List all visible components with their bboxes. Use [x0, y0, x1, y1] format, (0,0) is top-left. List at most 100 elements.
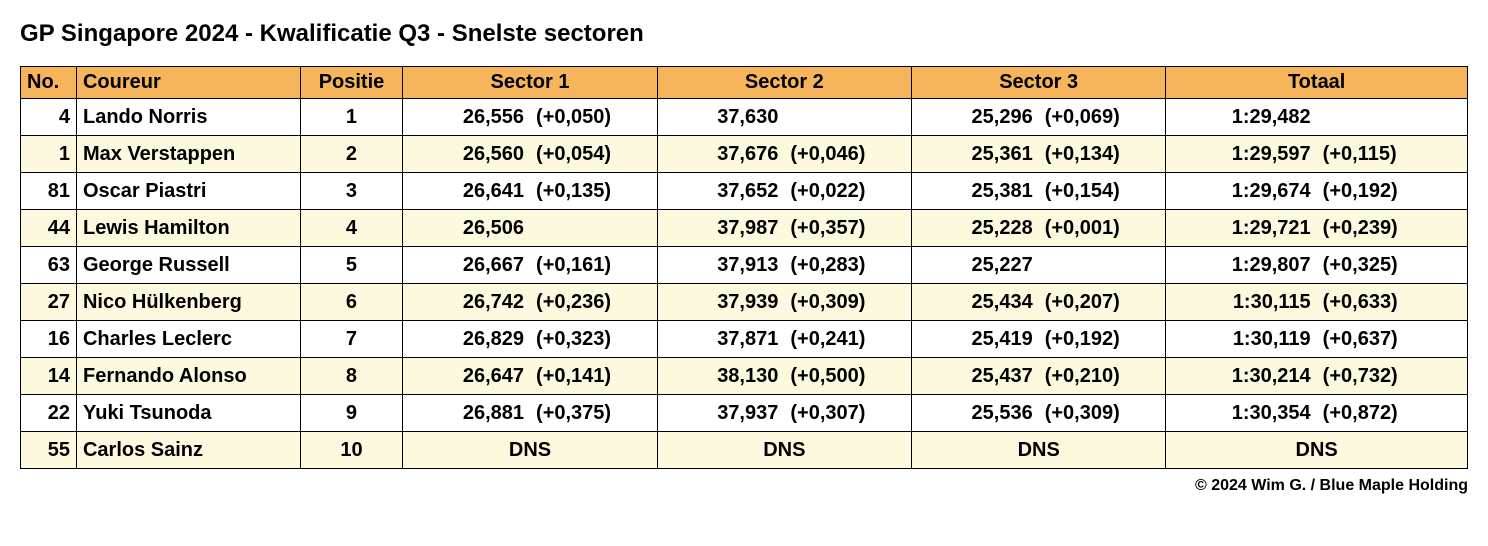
cell-driver: Oscar Piastri: [76, 173, 300, 210]
cell-sector2: 37,913(+0,283): [657, 247, 911, 284]
s1-delta: (+0,236): [530, 291, 651, 314]
cell-no: 14: [21, 358, 77, 395]
total-delta: (+0,637): [1317, 328, 1461, 351]
s2-delta: (+0,022): [784, 180, 905, 203]
cell-position: 3: [300, 173, 403, 210]
cell-driver: Carlos Sainz: [76, 432, 300, 469]
table-header-row: No. Coureur Positie Sector 1 Sector 2 Se…: [21, 67, 1468, 99]
cell-sector1: 26,881(+0,375): [403, 395, 657, 432]
s3-time: 25,381: [918, 180, 1039, 203]
s3-delta: (+0,210): [1039, 365, 1160, 388]
cell-sector3: 25,296(+0,069): [912, 99, 1166, 136]
col-position: Positie: [300, 67, 403, 99]
s1-delta: (+0,050): [530, 106, 651, 129]
s2-delta: (+0,500): [784, 365, 905, 388]
cell-sector2: 37,676(+0,046): [657, 136, 911, 173]
cell-driver: Yuki Tsunoda: [76, 395, 300, 432]
cell-driver: Fernando Alonso: [76, 358, 300, 395]
s2-delta: (+0,309): [784, 291, 905, 314]
cell-sector1: 26,556(+0,050): [403, 99, 657, 136]
total-time: 1:29,721: [1172, 217, 1316, 240]
s2-dns: DNS: [664, 439, 905, 462]
s3-dns: DNS: [918, 439, 1159, 462]
cell-total: 1:30,115(+0,633): [1166, 284, 1468, 321]
cell-sector1: 26,667(+0,161): [403, 247, 657, 284]
s3-delta: (+0,154): [1039, 180, 1160, 203]
s3-time: 25,228: [918, 217, 1039, 240]
total-delta: (+0,115): [1317, 143, 1461, 166]
table-row: 63George Russell526,667(+0,161)37,913(+0…: [21, 247, 1468, 284]
s2-time: 37,676: [664, 143, 785, 166]
col-sector2: Sector 2: [657, 67, 911, 99]
cell-total: 1:29,482: [1166, 99, 1468, 136]
s3-time: 25,296: [918, 106, 1039, 129]
s1-time: 26,560: [409, 143, 530, 166]
sector-times-table: No. Coureur Positie Sector 1 Sector 2 Se…: [20, 66, 1468, 469]
cell-total: 1:29,674(+0,192): [1166, 173, 1468, 210]
cell-no: 1: [21, 136, 77, 173]
table-row: 44Lewis Hamilton426,50637,987(+0,357)25,…: [21, 210, 1468, 247]
cell-total: 1:30,119(+0,637): [1166, 321, 1468, 358]
cell-sector1: 26,647(+0,141): [403, 358, 657, 395]
cell-sector3: DNS: [912, 432, 1166, 469]
s3-time: 25,227: [918, 254, 1039, 277]
cell-driver: Lando Norris: [76, 99, 300, 136]
s2-time: 37,652: [664, 180, 785, 203]
s3-delta: (+0,192): [1039, 328, 1160, 351]
s3-time: 25,419: [918, 328, 1039, 351]
cell-no: 44: [21, 210, 77, 247]
s1-time: 26,556: [409, 106, 530, 129]
s2-delta: (+0,241): [784, 328, 905, 351]
s1-time: 26,506: [409, 217, 530, 240]
cell-driver: Nico Hülkenberg: [76, 284, 300, 321]
cell-total: 1:29,597(+0,115): [1166, 136, 1468, 173]
s3-delta: (+0,309): [1039, 402, 1160, 425]
s1-time: 26,641: [409, 180, 530, 203]
col-sector3: Sector 3: [912, 67, 1166, 99]
total-time: 1:29,674: [1172, 180, 1316, 203]
cell-no: 4: [21, 99, 77, 136]
total-time: 1:30,214: [1172, 365, 1316, 388]
s1-time: 26,647: [409, 365, 530, 388]
col-no: No.: [21, 67, 77, 99]
cell-sector2: 38,130(+0,500): [657, 358, 911, 395]
s3-time: 25,536: [918, 402, 1039, 425]
s3-delta: (+0,134): [1039, 143, 1160, 166]
s1-dns: DNS: [409, 439, 650, 462]
cell-no: 81: [21, 173, 77, 210]
total-delta: (+0,239): [1317, 217, 1461, 240]
total-delta: (+0,872): [1317, 402, 1461, 425]
cell-sector1: DNS: [403, 432, 657, 469]
s1-time: 26,667: [409, 254, 530, 277]
table-row: 55Carlos Sainz10DNSDNSDNSDNS: [21, 432, 1468, 469]
col-sector1: Sector 1: [403, 67, 657, 99]
s3-time: 25,434: [918, 291, 1039, 314]
cell-no: 22: [21, 395, 77, 432]
s2-time: 37,871: [664, 328, 785, 351]
page-title: GP Singapore 2024 - Kwalificatie Q3 - Sn…: [20, 20, 1468, 48]
table-row: 14Fernando Alonso826,647(+0,141)38,130(+…: [21, 358, 1468, 395]
cell-sector1: 26,742(+0,236): [403, 284, 657, 321]
cell-position: 10: [300, 432, 403, 469]
copyright-notice: © 2024 Wim G. / Blue Maple Holding: [20, 477, 1468, 495]
s1-delta: (+0,141): [530, 365, 651, 388]
cell-sector2: DNS: [657, 432, 911, 469]
table-row: 16Charles Leclerc726,829(+0,323)37,871(+…: [21, 321, 1468, 358]
s2-time: 37,939: [664, 291, 785, 314]
cell-total: 1:30,354(+0,872): [1166, 395, 1468, 432]
page-container: GP Singapore 2024 - Kwalificatie Q3 - Sn…: [20, 20, 1468, 495]
cell-no: 63: [21, 247, 77, 284]
total-delta: (+0,732): [1317, 365, 1461, 388]
cell-sector2: 37,652(+0,022): [657, 173, 911, 210]
cell-sector1: 26,506: [403, 210, 657, 247]
s2-delta: (+0,307): [784, 402, 905, 425]
cell-total: 1:29,807(+0,325): [1166, 247, 1468, 284]
cell-sector1: 26,829(+0,323): [403, 321, 657, 358]
cell-no: 27: [21, 284, 77, 321]
cell-sector3: 25,381(+0,154): [912, 173, 1166, 210]
table-row: 1Max Verstappen226,560(+0,054)37,676(+0,…: [21, 136, 1468, 173]
cell-sector2: 37,871(+0,241): [657, 321, 911, 358]
cell-driver: George Russell: [76, 247, 300, 284]
s1-delta: (+0,054): [530, 143, 651, 166]
total-time: 1:30,354: [1172, 402, 1316, 425]
